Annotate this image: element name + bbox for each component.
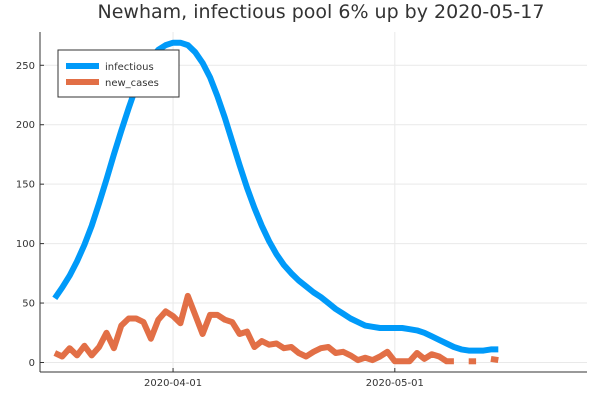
- series-layer: [52, 39, 499, 365]
- tick-layer: 0 50 100 150 200 250 2020-04-01 2020-05-01: [16, 61, 424, 389]
- series-line-new-cases: [490, 355, 499, 364]
- chart-title: Newham, infectious pool 6% up by 2020-05…: [98, 1, 545, 23]
- legend-label-new-cases: new_cases: [105, 78, 159, 89]
- y-tick-label: 100: [16, 239, 35, 250]
- x-tick-label: 2020-04-01: [144, 378, 202, 389]
- x-tick-label: 2020-05-01: [366, 378, 424, 389]
- legend-label-infectious: infectious: [105, 62, 154, 73]
- y-tick-label: 150: [16, 180, 35, 191]
- y-tick-label: 200: [16, 120, 35, 131]
- y-tick-label: 50: [22, 299, 35, 310]
- series-line-new-cases: [53, 292, 454, 365]
- y-tick-label: 250: [16, 61, 35, 72]
- legend: infectious new_cases: [57, 49, 180, 98]
- series-line-infectious: [52, 39, 499, 354]
- y-tick-label: 0: [29, 358, 35, 369]
- legend-box: [57, 49, 180, 98]
